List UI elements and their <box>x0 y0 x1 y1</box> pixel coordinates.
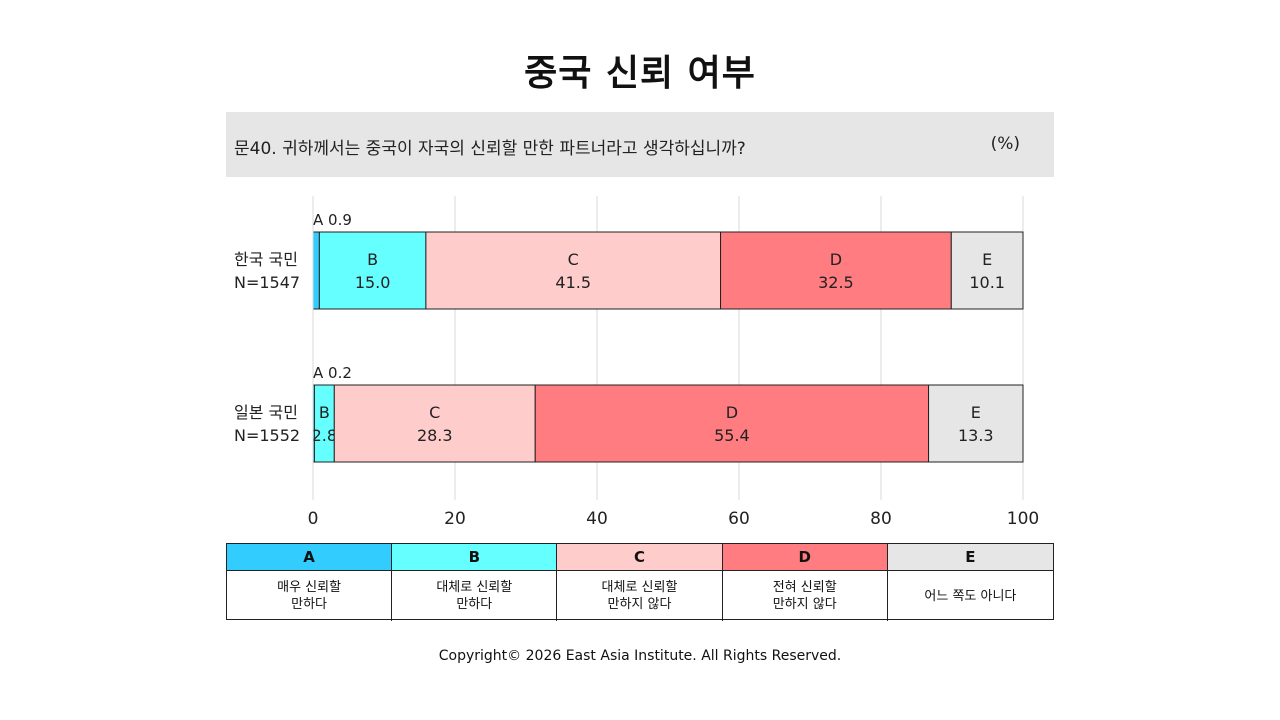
value-label-d-1: 32.5 <box>818 273 854 292</box>
bar-b-2 <box>313 384 335 463</box>
stacked-bar-chart: A 0.9 B 15.0 C 41.5 D 32.5 E 10.1 한국 국민 N=1547 A 0.… <box>234 196 1039 529</box>
legend-table: A B C D E 매우 신뢰할 만하다 대체로 신뢰할 만하다 대체로 신뢰할… <box>226 543 1054 621</box>
bar-d-1 <box>720 231 952 310</box>
category-n-1: N=1547 <box>234 273 300 292</box>
segment-letter-e-2: E <box>971 403 981 422</box>
legend-key-d: D <box>722 544 888 571</box>
unit-label: (%) <box>990 134 1020 154</box>
segment-letter-b-1: B <box>367 250 378 269</box>
category-n-2: N=1552 <box>234 426 300 445</box>
copyright-text: Copyright© 2026 East Asia Institute. All… <box>438 648 842 664</box>
segment-letter-c-1: C <box>568 250 579 269</box>
chart-title: 중국 신뢰 여부 <box>524 53 756 94</box>
legend-desc-b: 대체로 신뢰할 만하다 <box>392 571 558 621</box>
x-tick-label-0: 0 <box>308 509 319 529</box>
legend-desc-d: 전혀 신뢰할 만하지 않다 <box>723 571 888 621</box>
question-text: 문40. 귀하께서는 중국이 자국의 신뢰할 만한 파트너라고 생각하십니까? <box>234 139 746 159</box>
category-label-1: 한국 국민 <box>234 250 298 269</box>
value-label-a-2: A 0.2 <box>313 364 352 382</box>
legend-desc-a: 매우 신뢰할 만하다 <box>227 571 393 621</box>
bar-c-1 <box>425 231 722 310</box>
value-label-a-1: A 0.9 <box>313 211 352 229</box>
x-tick-label-60: 60 <box>728 509 750 529</box>
value-label-c-2: 28.3 <box>417 426 453 445</box>
x-tick-label-80: 80 <box>870 509 892 529</box>
value-label-d-2: 55.4 <box>714 426 750 445</box>
value-label-e-1: 10.1 <box>969 273 1005 292</box>
x-tick-label-100: 100 <box>1007 509 1039 529</box>
segment-letter-c-2: C <box>429 403 440 422</box>
bar-e-1 <box>950 231 1024 310</box>
value-label-b-2: 2.8 <box>312 426 337 445</box>
x-tick-label-40: 40 <box>586 509 608 529</box>
bar-b-1 <box>318 231 427 310</box>
bar-c-2 <box>333 384 536 463</box>
question-box: 문40. 귀하께서는 중국이 자국의 신뢰할 만한 파트너라고 생각하십니까? … <box>226 112 1054 177</box>
value-label-b-1: 15.0 <box>355 273 391 292</box>
bar-a-1 <box>312 231 320 310</box>
segment-letter-b-2: B <box>319 403 330 422</box>
value-label-e-2: 13.3 <box>958 426 994 445</box>
bar-e-2 <box>928 384 1024 463</box>
value-label-c-1: 41.5 <box>555 273 591 292</box>
legend-desc-c: 대체로 신뢰할 만하지 않다 <box>557 571 723 621</box>
segment-letter-d-2: D <box>726 403 738 422</box>
legend-key-e: E <box>887 544 1053 571</box>
legend-key-b: B <box>392 544 558 571</box>
segment-letter-e-1: E <box>982 250 992 269</box>
x-tick-label-20: 20 <box>444 509 466 529</box>
legend-key-a: A <box>227 544 393 571</box>
bar-d-2 <box>534 384 930 463</box>
segment-letter-d-1: D <box>830 250 842 269</box>
category-label-2: 일본 국민 <box>234 403 298 422</box>
legend-desc-e: 어느 쪽도 아니다 <box>924 588 1017 604</box>
legend-key-c: C <box>557 544 723 571</box>
